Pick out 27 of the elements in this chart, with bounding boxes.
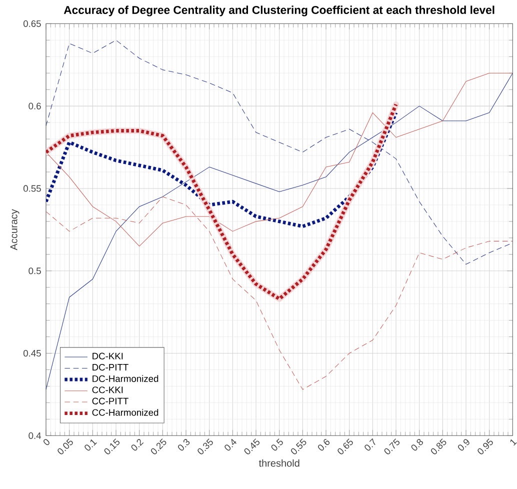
line-series <box>46 110 398 228</box>
y-tick-label: 0.65 <box>23 20 41 27</box>
x-tick-label: 0.7 <box>364 438 376 451</box>
y-axis-title: Accuracy <box>10 209 20 250</box>
x-tick-label: 0.1 <box>84 439 97 451</box>
y-tick-label: 0.6 <box>28 102 41 110</box>
x-tick-label: 0.2 <box>131 439 144 451</box>
x-tick-label: 0 <box>44 439 50 446</box>
x-axis-title: threshold <box>258 459 300 467</box>
legend-label: DC-KKI <box>92 352 123 360</box>
legend-label: CC-Harmonized <box>92 408 158 416</box>
legend-label: CC-PITT <box>92 398 128 404</box>
x-tick-label: 0.3 <box>178 439 190 451</box>
x-tick-label: 0.6 <box>318 439 330 451</box>
y-tick-label: 0.4 <box>28 432 42 439</box>
x-tick-label: 0.9 <box>458 439 470 451</box>
y-tick-label: 0.55 <box>23 185 41 192</box>
x-tick-label: 0.5 <box>271 438 283 451</box>
legend-label: DC-Harmonized <box>92 375 158 382</box>
chart-title: Accuracy of Degree Centrality and Clustering Coefficient at each threshold level <box>64 6 494 16</box>
x-tick-label: 0.8 <box>411 439 423 451</box>
x-tick-label: 0.4 <box>224 438 236 451</box>
y-tick-label: 0.5 <box>28 268 41 274</box>
x-tick-label: 1 <box>510 439 517 446</box>
legend-label: CC-KKI <box>92 386 123 394</box>
legend-label: DC-PITT <box>92 364 128 371</box>
y-tick-label: 0.45 <box>23 350 41 357</box>
